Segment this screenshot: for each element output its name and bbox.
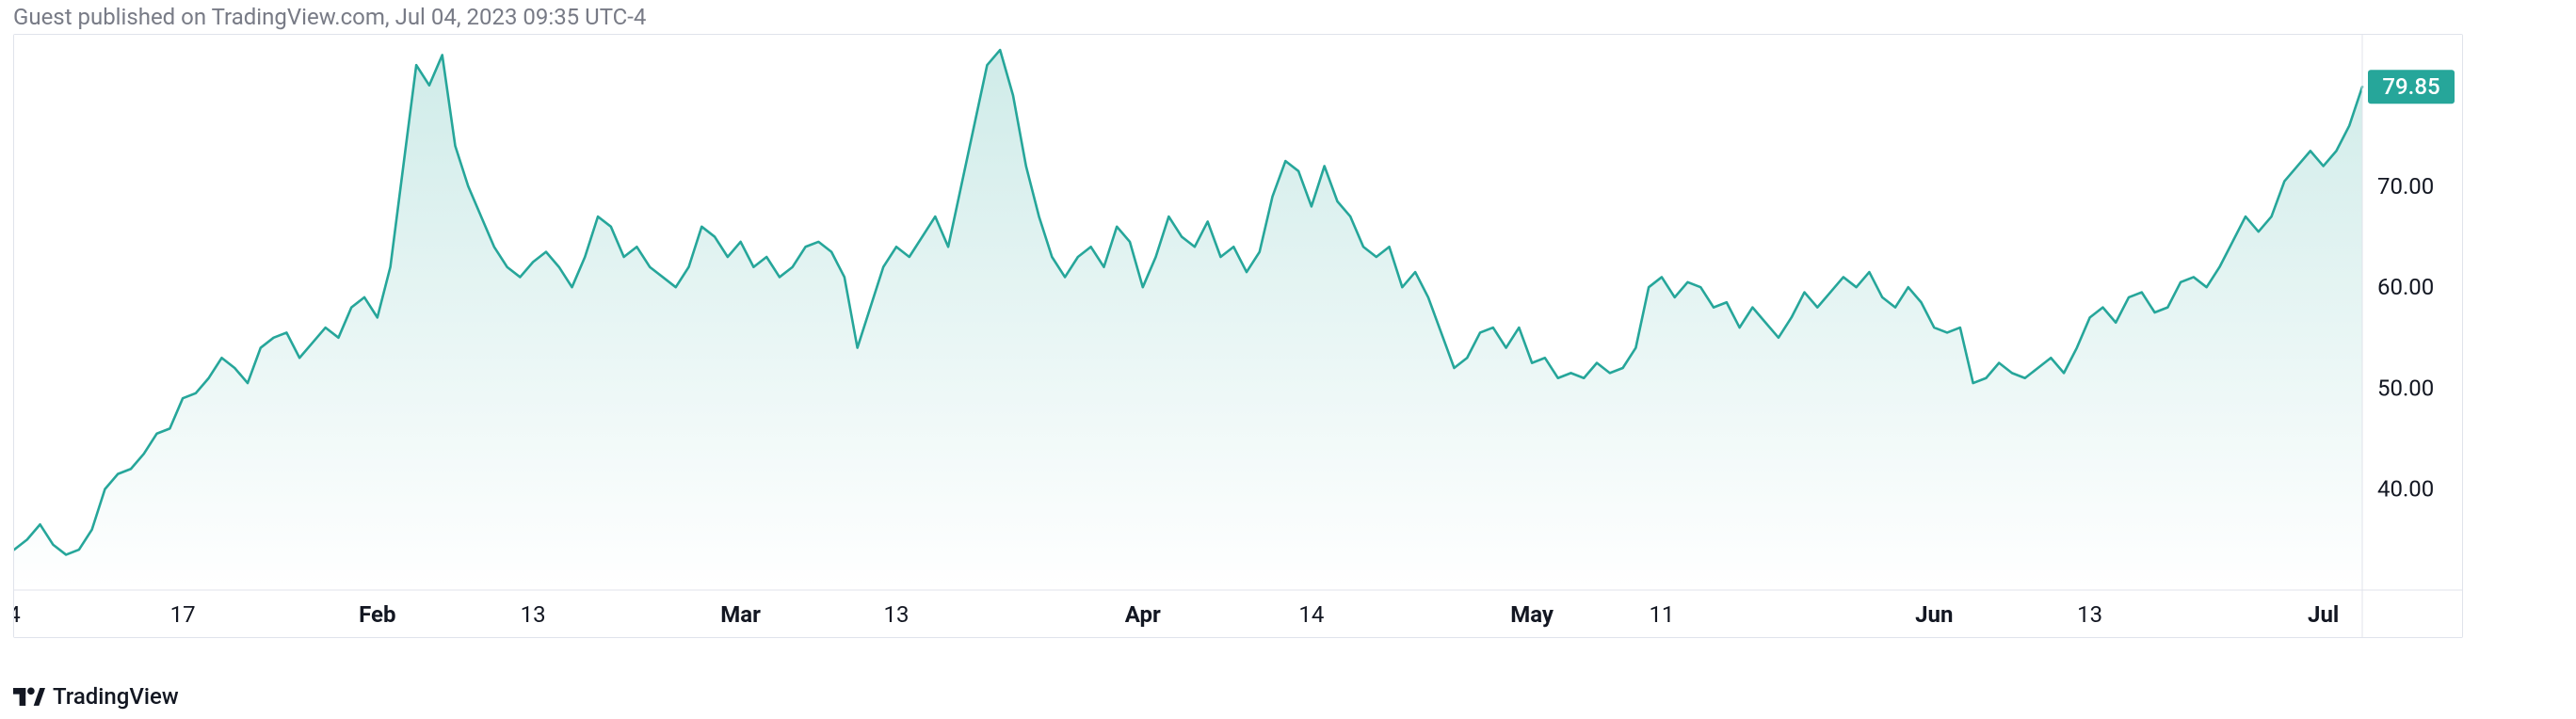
x-axis-label: 11 <box>1649 601 1674 628</box>
x-axis-label: Mar <box>720 601 761 628</box>
x-axis-label: Feb <box>359 601 395 628</box>
x-axis-label: 13 <box>2077 601 2102 628</box>
x-axis-label: 13 <box>521 601 546 628</box>
y-axis-label: 40.00 <box>2377 476 2434 503</box>
brand-footer: TradingView <box>13 683 179 710</box>
x-axis-label: Jul <box>2308 601 2339 628</box>
x-axis-label: 4 <box>14 601 21 628</box>
price-chart[interactable]: 4 17 Feb 13 Mar 13 Apr 14 May 11 Jun 13 Jul 40.00 50.0… <box>14 35 2462 637</box>
x-axis-label: Apr <box>1125 601 1161 628</box>
tradingview-logo-icon <box>13 686 45 707</box>
x-axis-label: 13 <box>883 601 909 628</box>
last-price-badge: 79.85 <box>2368 70 2455 104</box>
x-axis-label: 17 <box>170 601 196 628</box>
brand-name: TradingView <box>53 683 179 710</box>
y-axis-label: 60.00 <box>2377 274 2434 300</box>
publish-caption: Guest published on TradingView.com, Jul … <box>13 4 646 30</box>
y-axis-label: 50.00 <box>2377 375 2434 401</box>
x-axis-label: 14 <box>1298 601 1324 628</box>
svg-text:79.85: 79.85 <box>2382 73 2439 100</box>
x-axis-label: Jun <box>1915 601 1953 628</box>
y-axis-label: 70.00 <box>2377 173 2434 200</box>
chart-frame: 4 17 Feb 13 Mar 13 Apr 14 May 11 Jun 13 Jul 40.00 50.0… <box>13 34 2463 638</box>
x-axis-label: May <box>1510 601 1554 628</box>
